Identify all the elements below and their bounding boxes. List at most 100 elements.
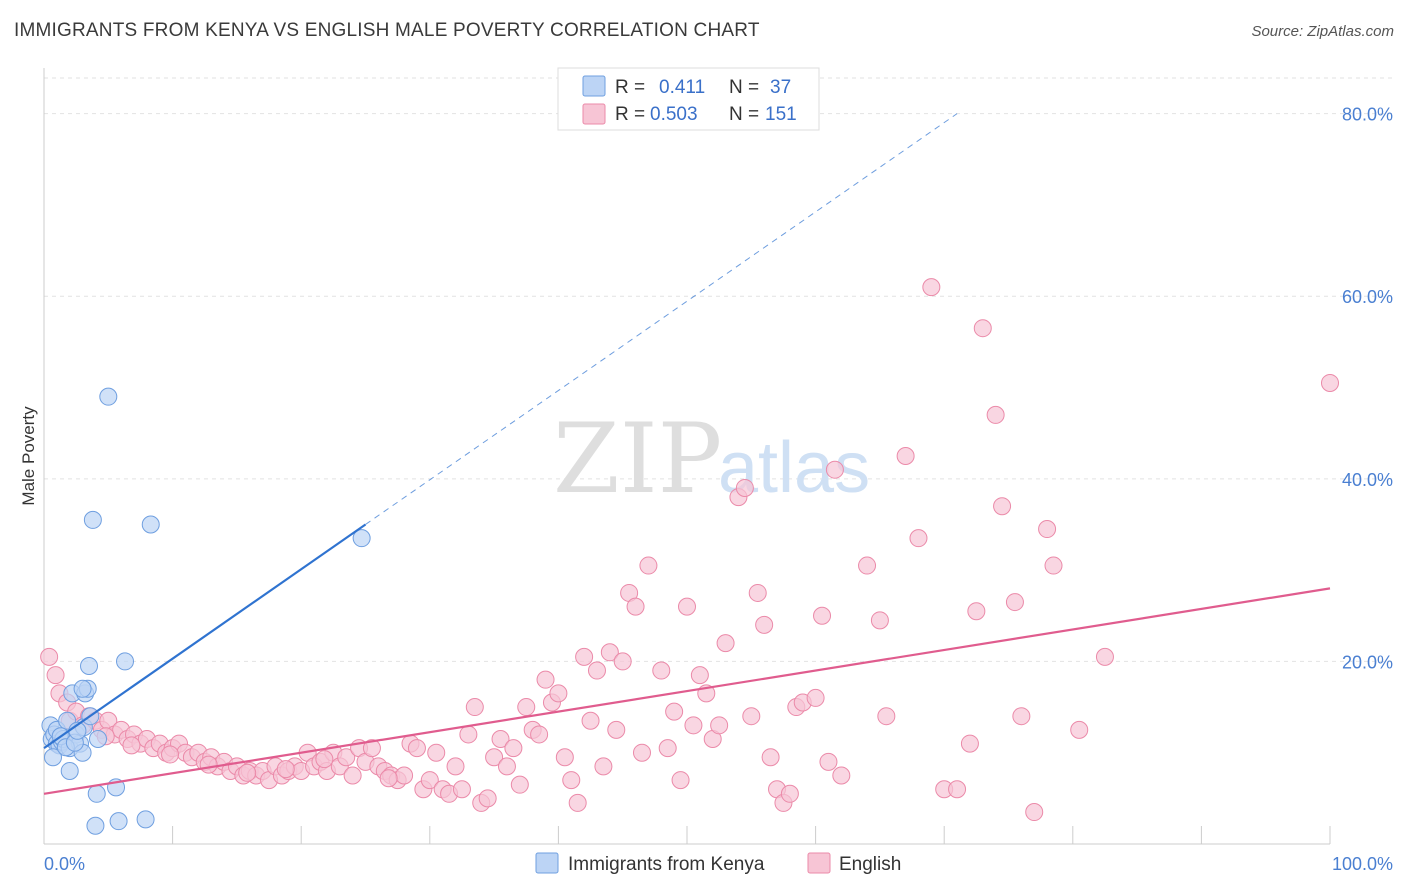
english-trend-line bbox=[43, 587, 1331, 795]
english-point bbox=[395, 766, 414, 785]
legend-swatch-english bbox=[582, 103, 606, 125]
gridlines bbox=[44, 77, 1395, 662]
english-point bbox=[504, 739, 523, 758]
legend-n-value: 151 bbox=[765, 104, 797, 125]
bottom-legend-label-english: English bbox=[839, 854, 901, 875]
bottom-legend: Immigrants from Kenya English bbox=[535, 852, 901, 875]
english-point bbox=[362, 739, 381, 758]
x-tick-labels: 0.0% 100.0% bbox=[44, 854, 1393, 874]
bottom-legend-swatch-kenya bbox=[535, 852, 559, 874]
watermark: ZIP atlas bbox=[553, 403, 870, 515]
english-point bbox=[922, 278, 941, 297]
english-point bbox=[832, 766, 851, 785]
english-point bbox=[1025, 803, 1044, 822]
english-point bbox=[948, 780, 967, 799]
english-point bbox=[1012, 707, 1031, 726]
english-point bbox=[986, 405, 1005, 424]
x-tick-label: 0.0% bbox=[44, 854, 85, 874]
series-kenya-points bbox=[41, 387, 371, 835]
english-point bbox=[581, 711, 600, 730]
kenya-point bbox=[136, 810, 155, 829]
chart-title: IMMIGRANTS FROM KENYA VS ENGLISH MALE PO… bbox=[14, 20, 760, 41]
english-point bbox=[478, 789, 497, 808]
english-point bbox=[710, 716, 729, 735]
english-point bbox=[343, 766, 362, 785]
kenya-point bbox=[141, 515, 160, 534]
kenya-point bbox=[99, 387, 118, 406]
legend-swatch-kenya bbox=[582, 75, 606, 97]
legend-box: R = 0.411 N = 37 R = 0.503 N = 151 bbox=[557, 67, 820, 131]
english-point bbox=[632, 743, 651, 762]
english-point bbox=[600, 643, 619, 662]
english-point bbox=[748, 583, 767, 602]
kenya-point bbox=[80, 656, 99, 675]
english-point bbox=[1321, 373, 1339, 392]
y-tick-labels: 20.0% 40.0% 60.0% 80.0% bbox=[1342, 105, 1393, 673]
bottom-legend-swatch-english bbox=[807, 852, 831, 874]
kenya-point bbox=[44, 748, 63, 767]
english-point bbox=[665, 702, 684, 721]
english-point bbox=[40, 647, 59, 666]
english-point bbox=[199, 755, 218, 774]
legend-r-label: R = bbox=[615, 104, 645, 125]
axes bbox=[43, 68, 1331, 845]
kenya-point bbox=[87, 784, 106, 803]
english-point bbox=[716, 634, 735, 653]
english-point bbox=[1005, 593, 1024, 612]
english-point bbox=[161, 745, 180, 764]
english-point bbox=[671, 771, 690, 790]
legend-n-label: N = bbox=[729, 104, 759, 125]
english-point bbox=[735, 478, 754, 497]
english-point bbox=[639, 556, 658, 575]
english-point bbox=[780, 784, 799, 803]
kenya-point bbox=[83, 510, 102, 529]
english-point bbox=[549, 684, 568, 703]
english-point bbox=[960, 734, 979, 753]
english-point bbox=[465, 698, 484, 717]
english-point bbox=[755, 615, 774, 634]
english-point bbox=[1070, 720, 1089, 739]
y-tick-label: 60.0% bbox=[1342, 287, 1393, 307]
english-point bbox=[819, 752, 838, 771]
english-point bbox=[536, 670, 555, 689]
english-point bbox=[510, 775, 529, 794]
english-point bbox=[909, 529, 928, 548]
y-axis-label: Male Poverty bbox=[19, 406, 38, 506]
english-point bbox=[562, 771, 581, 790]
kenya-point bbox=[89, 730, 108, 749]
english-point bbox=[626, 597, 645, 616]
english-point bbox=[555, 748, 574, 767]
english-point bbox=[407, 739, 426, 758]
kenya-point bbox=[86, 816, 105, 835]
english-point bbox=[575, 647, 594, 666]
x-tick-label: 100.0% bbox=[1332, 854, 1393, 874]
english-point bbox=[594, 757, 613, 776]
english-point bbox=[967, 602, 986, 621]
english-point bbox=[877, 707, 896, 726]
english-point bbox=[517, 698, 536, 717]
english-point bbox=[452, 780, 471, 799]
english-point bbox=[806, 688, 825, 707]
english-point bbox=[690, 666, 709, 685]
kenya-point bbox=[73, 679, 92, 698]
english-point bbox=[870, 611, 889, 630]
english-point bbox=[427, 743, 446, 762]
english-point bbox=[607, 720, 626, 739]
trend-lines bbox=[43, 113, 1331, 795]
y-tick-label: 40.0% bbox=[1342, 470, 1393, 490]
kenya-trend-line bbox=[43, 523, 367, 750]
english-point bbox=[485, 748, 504, 767]
kenya-point bbox=[109, 812, 128, 831]
kenya-point bbox=[116, 652, 135, 671]
english-point bbox=[420, 771, 439, 790]
kenya-point bbox=[352, 529, 371, 548]
legend-r-label: R = bbox=[615, 77, 645, 98]
legend-r-value: 0.503 bbox=[650, 104, 698, 125]
english-point bbox=[379, 769, 398, 788]
english-point bbox=[276, 760, 295, 779]
english-point bbox=[238, 763, 257, 782]
legend-r-value: 0.411 bbox=[659, 77, 705, 98]
english-point bbox=[658, 739, 677, 758]
english-point bbox=[684, 716, 703, 735]
